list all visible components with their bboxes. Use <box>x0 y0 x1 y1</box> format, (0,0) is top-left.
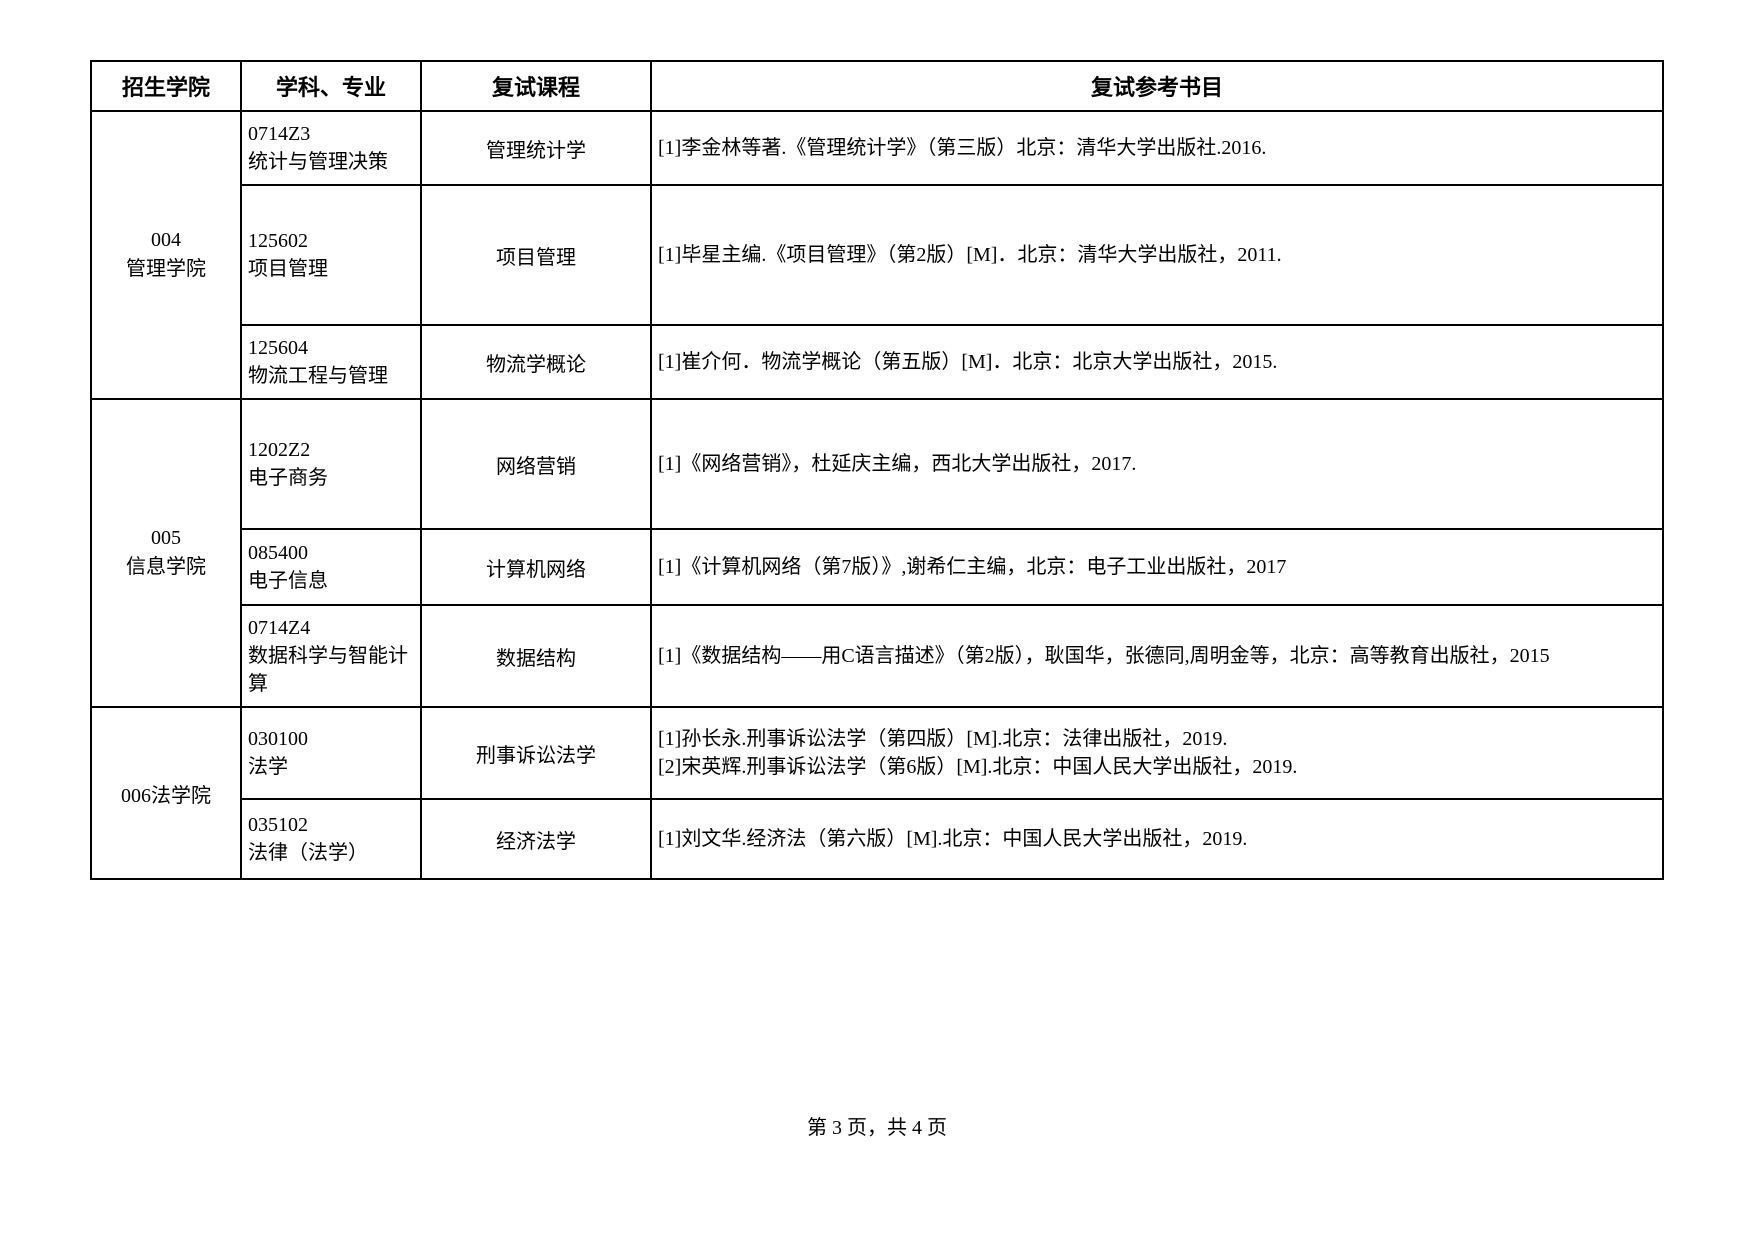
college-cell: 005信息学院 <box>91 399 241 707</box>
table-header-row: 招生学院 学科、专业 复试课程 复试参考书目 <box>91 61 1663 111</box>
reference-table: 招生学院 学科、专业 复试课程 复试参考书目 004管理学院0714Z3统计与管… <box>90 60 1664 880</box>
reference-cell: [1]李金林等著.《管理统计学》（第三版）北京：清华大学出版社.2016. <box>651 111 1663 185</box>
course-cell: 计算机网络 <box>421 529 651 605</box>
table-row: 035102法律（法学）经济法学[1]刘文华.经济法（第六版）[M].北京：中国… <box>91 799 1663 879</box>
header-major: 学科、专业 <box>241 61 421 111</box>
reference-cell: [1]《网络营销》，杜延庆主编，西北大学出版社，2017. <box>651 399 1663 529</box>
table-row: 125602项目管理项目管理[1]毕星主编.《项目管理》（第2版）[M]．北京：… <box>91 185 1663 325</box>
page-footer: 第 3 页，共 4 页 <box>0 1111 1754 1140</box>
course-cell: 刑事诉讼法学 <box>421 707 651 799</box>
college-cell: 004管理学院 <box>91 111 241 399</box>
major-cell: 085400电子信息 <box>241 529 421 605</box>
header-course: 复试课程 <box>421 61 651 111</box>
reference-cell: [1]孙长永.刑事诉讼法学（第四版）[M].北京：法律出版社，2019.[2]宋… <box>651 707 1663 799</box>
reference-cell: [1]《数据结构——用C语言描述》（第2版），耿国华，张德同,周明金等，北京：高… <box>651 605 1663 707</box>
course-cell: 管理统计学 <box>421 111 651 185</box>
table-row: 004管理学院0714Z3统计与管理决策管理统计学[1]李金林等著.《管理统计学… <box>91 111 1663 185</box>
major-cell: 0714Z4数据科学与智能计算 <box>241 605 421 707</box>
reference-cell: [1]崔介何．物流学概论（第五版）[M]．北京：北京大学出版社，2015. <box>651 325 1663 399</box>
header-reference: 复试参考书目 <box>651 61 1663 111</box>
table-row: 0714Z4数据科学与智能计算数据结构[1]《数据结构——用C语言描述》（第2版… <box>91 605 1663 707</box>
course-cell: 经济法学 <box>421 799 651 879</box>
major-cell: 030100法学 <box>241 707 421 799</box>
college-cell: 006法学院 <box>91 707 241 879</box>
major-cell: 0714Z3统计与管理决策 <box>241 111 421 185</box>
reference-cell: [1]《计算机网络（第7版）》,谢希仁主编，北京：电子工业出版社，2017 <box>651 529 1663 605</box>
course-cell: 网络营销 <box>421 399 651 529</box>
major-cell: 125604物流工程与管理 <box>241 325 421 399</box>
table-row: 005信息学院1202Z2电子商务网络营销[1]《网络营销》，杜延庆主编，西北大… <box>91 399 1663 529</box>
header-college: 招生学院 <box>91 61 241 111</box>
major-cell: 035102法律（法学） <box>241 799 421 879</box>
course-cell: 物流学概论 <box>421 325 651 399</box>
reference-cell: [1]毕星主编.《项目管理》（第2版）[M]．北京：清华大学出版社，2011. <box>651 185 1663 325</box>
table-row: 085400电子信息计算机网络[1]《计算机网络（第7版）》,谢希仁主编，北京：… <box>91 529 1663 605</box>
major-cell: 125602项目管理 <box>241 185 421 325</box>
major-cell: 1202Z2电子商务 <box>241 399 421 529</box>
course-cell: 项目管理 <box>421 185 651 325</box>
table-row: 125604物流工程与管理物流学概论[1]崔介何．物流学概论（第五版）[M]．北… <box>91 325 1663 399</box>
table-row: 006法学院030100法学刑事诉讼法学[1]孙长永.刑事诉讼法学（第四版）[M… <box>91 707 1663 799</box>
course-cell: 数据结构 <box>421 605 651 707</box>
reference-cell: [1]刘文华.经济法（第六版）[M].北京：中国人民大学出版社，2019. <box>651 799 1663 879</box>
